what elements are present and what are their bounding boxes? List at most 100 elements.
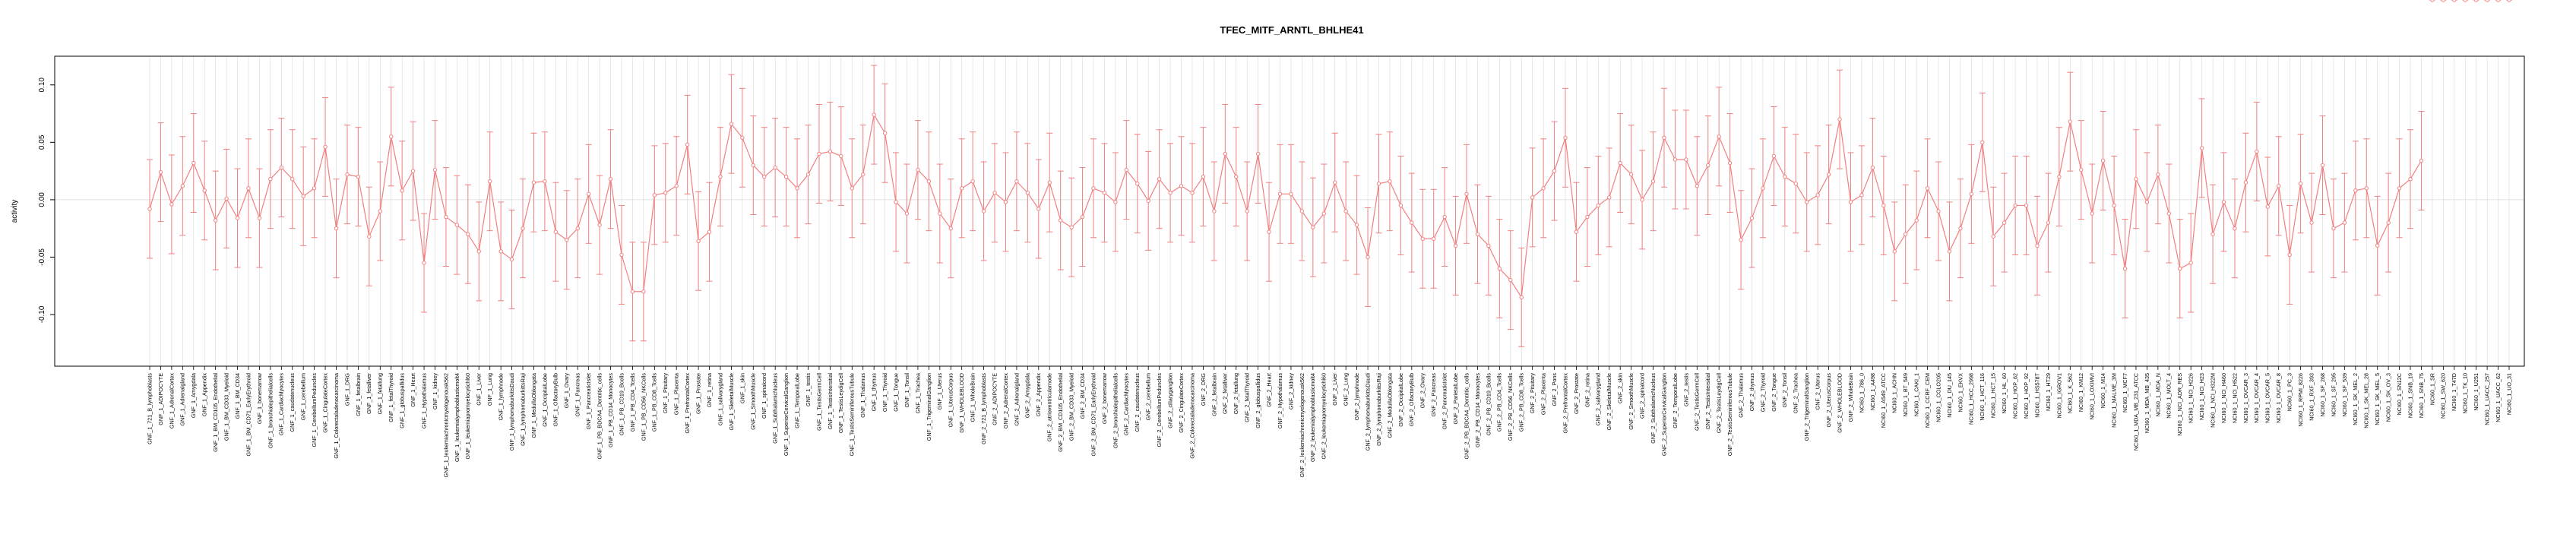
data-point [597,223,602,227]
x-tick-label: GNF_1_lymphomaburkittsRaji [519,373,526,446]
data-point [410,169,416,173]
x-tick-label: NCI60_1_UACC_257 [2484,373,2491,425]
x-tick-label: GNF_2_cerebellum [1145,373,1152,420]
data-point [938,211,942,216]
data-point [2441,0,2446,2]
x-tick-label: GNF_1_TemporalLobe [793,373,800,428]
x-tick-label: GNF_2_AdrenalCortex [1002,373,1009,429]
x-tick-label: GNF_1_Tonsil [903,373,910,408]
data-point [1552,169,1557,173]
data-point [1299,209,1305,213]
data-point [1497,266,1502,271]
data-point [773,165,777,170]
x-tick-label: GNF_1_PB_CD56_NKCells [640,373,647,441]
x-tick-label: GNF_1_721_B_lymphoblasts [146,373,153,444]
x-tick-label: GNF_1_leukemiachronicmyelogenousk562 [442,373,449,477]
x-tick-label: GNF_2_atrioventricularnode [1046,373,1053,441]
data-point [1168,191,1172,195]
x-tick-label: GNF_1_PrefrontalCortex [684,373,691,434]
data-point [1585,214,1590,220]
data-point [1245,209,1249,213]
data-point [2112,203,2116,208]
x-tick-label: GNF_1_PB_BDCA4_Dentritic_cells [597,373,603,460]
data-point [2100,158,2106,163]
x-tick-label: GNF_2_Uterus [1815,373,1821,410]
data-point [2507,0,2511,2]
data-point [2430,0,2435,2]
data-point [916,167,920,172]
data-point [904,211,910,216]
data-point [1398,203,1404,208]
x-tick-label: GNF_1_Trachea [914,373,921,413]
data-point [2473,0,2479,2]
data-point [2178,266,2182,271]
data-point [861,172,866,177]
x-tick-label: GNF_1_thymus [871,373,878,412]
x-tick-label: GNF_2_TestisSeminiferousTubule [1726,373,1733,456]
data-point [992,191,997,195]
x-tick-label: GNF_1_lymphomaburkittsDaudi [508,373,515,451]
x-tick-label: GNF_1_leukemiapromyelocytichl60 [464,373,471,459]
data-point [2320,163,2325,168]
x-tick-label: NCI60_1_MDA_MB_435 [2144,373,2150,433]
data-point [882,131,888,135]
data-point [1574,229,1579,234]
data-point [1761,186,1765,191]
data-point [279,165,284,170]
x-tick-label: GNF_1_Hypothalamus [420,373,427,429]
x-tick-label: GNF_2_OccipitalLobe [1397,373,1404,427]
data-point [1234,174,1239,179]
data-point [1366,255,1370,260]
y-tick-label: 0.00 [38,192,46,207]
x-tick-label: GNF_2_fetalThyroid [1244,373,1251,422]
x-tick-label: GNF_2_SkeletalMuscle [1606,373,1612,431]
data-point [1486,243,1491,248]
x-tick-label: NCI60_1_CCRF_CEM [1924,373,1931,428]
x-tick-label: NCI60_1_RXF_393 [2308,373,2315,421]
data-point [2233,226,2237,231]
x-tick-label: NCI60_1_SF_268 [2319,373,2326,417]
data-point [521,226,525,231]
x-tick-label: GNF_2_CardiacMyocytes [1123,373,1130,436]
y-tick-label: -0.05 [38,248,46,266]
data-point [2013,203,2017,208]
x-tick-label: GNF_1_CingulateCortex [321,373,328,433]
x-tick-label: NCI60_1_NCI_H460 [2220,373,2227,423]
data-point [2485,0,2489,2]
x-tick-label: GNF_1_salivarygland [717,373,723,425]
data-point [2046,220,2051,225]
x-tick-label: GNF_1_TestisGermCell [815,373,822,431]
data-point [1464,191,1469,197]
x-tick-label: GNF_2_Lung [1343,373,1350,406]
plot-frame [54,55,2525,367]
data-point [224,196,229,201]
x-tick-label: GNF_1_PB_CD19_Bcells [618,373,625,436]
data-point [1069,225,1074,229]
data-point [1717,134,1721,139]
data-point [1914,218,1919,223]
data-point [312,186,317,191]
x-tick-label: GNF_2_PB_CD4_Tcells [1496,373,1503,432]
x-tick-label: NCI60_1_SR [2429,373,2435,405]
x-tick-label: GNF_2_lymphnode [1353,373,1360,420]
data-point [1684,157,1688,162]
data-point [158,169,163,175]
data-point [1047,180,1052,185]
x-tick-label: GNF_1_fetalThyroid [388,373,394,422]
x-tick-label: NCI60_1_786_0 [1858,373,1865,413]
data-point [257,216,262,220]
data-point [323,144,328,150]
x-tick-label: NCI60_1_RPMI_8226 [2297,373,2304,426]
x-tick-label: GNF_1_lymphnode [498,373,505,420]
data-point [1947,249,1952,254]
x-tick-label: GNF_2_Thalamus [1737,373,1744,418]
x-tick-label: GNF_1_SubthalamicNucleus [772,373,779,444]
x-tick-label: GNF_2_retina [1584,373,1590,407]
data-point [630,289,635,294]
data-point [586,191,591,197]
x-tick-label: GNF_2_Prostate [1573,373,1580,414]
x-tick-label: GNF_1_Ovary [563,373,570,409]
x-tick-label: GNF_1_Thyroid [881,373,888,412]
x-tick-label: GNF_1_WHOLEBLOOD [958,373,965,433]
